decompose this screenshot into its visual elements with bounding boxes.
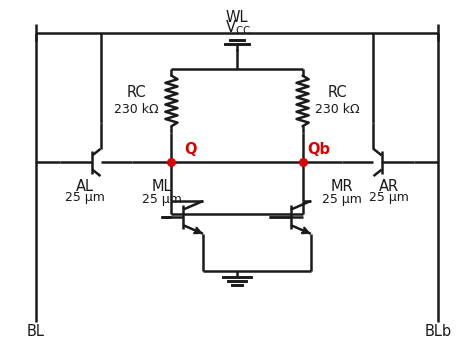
Text: BL: BL (27, 324, 45, 339)
Text: 25 μm: 25 μm (142, 193, 182, 206)
Text: V$_{\rm CC}$: V$_{\rm CC}$ (225, 18, 251, 37)
Text: Qb: Qb (307, 142, 330, 158)
Text: 230 kΩ: 230 kΩ (315, 103, 360, 116)
Text: BLb: BLb (425, 324, 452, 339)
Text: 230 kΩ: 230 kΩ (114, 103, 159, 116)
Text: 25 μm: 25 μm (369, 191, 409, 204)
Text: 25 μm: 25 μm (65, 191, 105, 204)
Text: ML: ML (152, 179, 172, 194)
Text: Q: Q (184, 142, 197, 158)
Text: MR: MR (331, 179, 354, 194)
Text: RC: RC (328, 85, 347, 100)
Text: RC: RC (127, 85, 146, 100)
Text: WL: WL (226, 10, 248, 25)
Text: 25 μm: 25 μm (322, 193, 362, 206)
Text: AL: AL (76, 179, 94, 194)
Text: AR: AR (379, 179, 399, 194)
